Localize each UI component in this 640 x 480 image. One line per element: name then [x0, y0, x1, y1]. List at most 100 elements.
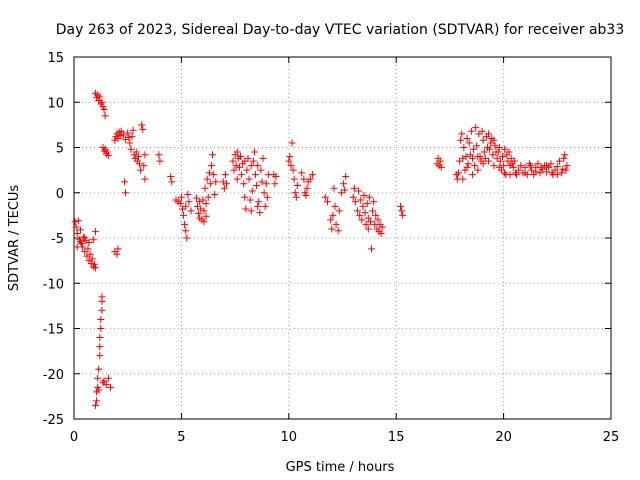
data-point [464, 160, 472, 168]
data-point [242, 205, 250, 213]
data-point [183, 234, 191, 242]
data-point [100, 105, 108, 113]
data-point [509, 163, 517, 171]
data-point [120, 178, 128, 186]
data-point [192, 194, 200, 202]
data-point [184, 191, 192, 199]
data-point [206, 180, 214, 188]
y-tick-label: -10 [43, 277, 64, 292]
data-point [141, 151, 149, 159]
x-tick-label: 25 [603, 430, 620, 445]
data-point [555, 157, 563, 165]
data-point [349, 193, 357, 201]
data-point [553, 171, 561, 179]
data-point [236, 153, 244, 161]
data-point [534, 160, 542, 168]
chart-title: Day 263 of 2023, Sidereal Day-to-day VTE… [56, 22, 625, 38]
data-point [200, 207, 208, 215]
data-point [220, 184, 228, 192]
data-point [537, 163, 545, 171]
data-point [203, 175, 211, 183]
y-tick-labels: -25 -20 -15 -10 -5 0 5 10 15 [43, 51, 64, 428]
data-point [247, 162, 255, 170]
data-point [167, 172, 175, 180]
data-point [485, 157, 493, 165]
data-point [119, 131, 127, 139]
data-point [211, 191, 219, 199]
data-point [437, 163, 445, 171]
data-point [479, 160, 487, 168]
data-point [95, 386, 103, 394]
data-point [510, 157, 518, 165]
data-point [182, 202, 190, 210]
data-point [114, 245, 122, 253]
data-point [526, 162, 534, 170]
data-point [100, 377, 108, 385]
data-point [137, 166, 145, 174]
data-point [472, 124, 480, 132]
data-point [176, 200, 184, 208]
data-point [327, 216, 335, 224]
data-point [240, 180, 248, 188]
data-point [80, 233, 88, 241]
data-point [247, 207, 255, 215]
data-point [96, 334, 104, 342]
data-point [76, 226, 84, 234]
data-point [246, 196, 254, 204]
data-point [474, 153, 482, 161]
data-point [96, 343, 104, 351]
data-point [256, 209, 264, 217]
data-point [399, 211, 407, 219]
data-point [187, 207, 195, 215]
data-point [141, 175, 149, 183]
data-point [495, 144, 503, 151]
data-point [491, 142, 499, 150]
data-point [506, 171, 514, 179]
data-point [369, 207, 377, 215]
data-point [332, 220, 340, 228]
data-point [71, 218, 79, 226]
data-point [75, 236, 83, 244]
data-point [563, 162, 571, 170]
data-point [367, 245, 375, 253]
y-tick-label: -5 [51, 232, 64, 247]
data-point [241, 193, 249, 201]
data-point [480, 148, 488, 156]
data-point [168, 178, 176, 186]
data-point [91, 401, 99, 409]
data-point [486, 145, 494, 153]
data-point [259, 154, 267, 162]
data-point [196, 198, 204, 206]
data-point [459, 175, 467, 183]
data-point [271, 180, 279, 188]
data-point [356, 211, 364, 219]
data-point [559, 165, 567, 173]
data-point [134, 153, 142, 161]
data-point [547, 160, 555, 168]
data-point [73, 243, 81, 251]
data-point [238, 171, 246, 179]
data-point [340, 180, 348, 188]
data-point [463, 163, 471, 171]
data-point [73, 229, 81, 237]
data-point [525, 160, 533, 168]
data-point [129, 126, 137, 134]
data-point [232, 162, 240, 170]
data-point [78, 239, 86, 247]
data-point [292, 193, 300, 201]
data-point [543, 162, 551, 170]
data-point [354, 207, 362, 215]
data-point [241, 157, 249, 165]
data-point [289, 166, 297, 174]
data-point [365, 193, 373, 201]
data-point [543, 168, 551, 176]
data-point [460, 144, 468, 151]
data-point [104, 152, 112, 160]
data-point [398, 207, 406, 215]
data-point [359, 202, 367, 210]
data-point [494, 148, 502, 156]
data-point [122, 189, 130, 197]
y-tick-label: 15 [47, 51, 64, 66]
data-point [87, 259, 95, 267]
